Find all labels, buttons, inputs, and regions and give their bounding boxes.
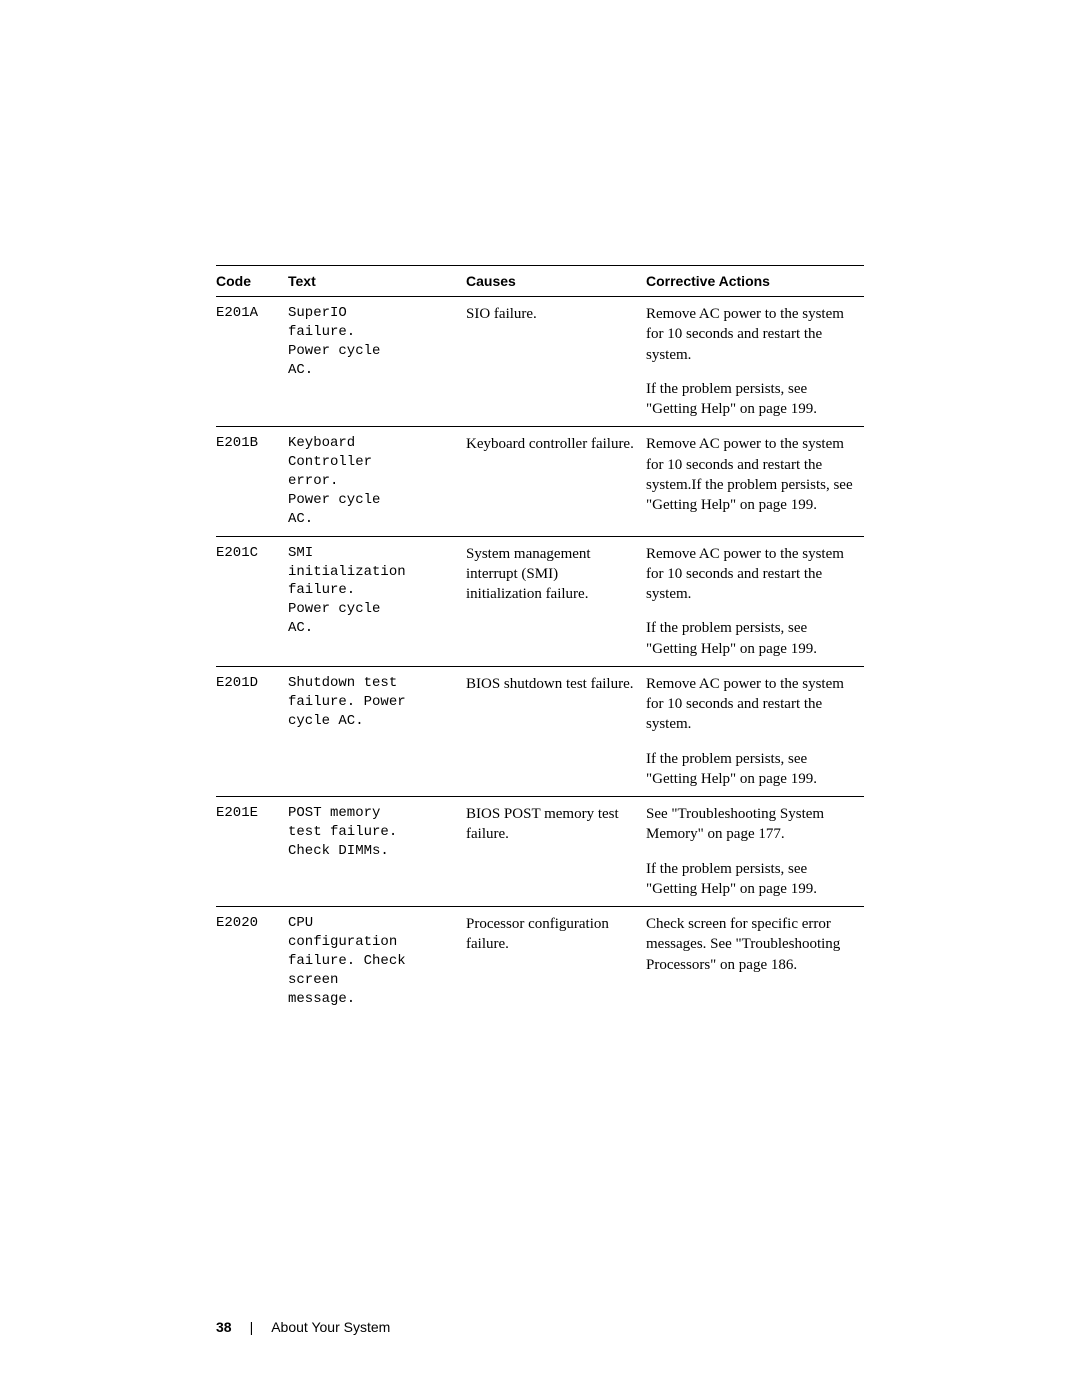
- table-row: E201DShutdown test failure. Power cycle …: [216, 666, 864, 741]
- action-cell: Remove AC power to the system for 10 sec…: [646, 666, 864, 741]
- text-cell: POST memory test failure. Check DIMMs.: [288, 797, 466, 907]
- table-row: E201ASuperIO failure. Power cycle AC.SIO…: [216, 297, 864, 372]
- header-text: Text: [288, 266, 466, 297]
- header-actions: Corrective Actions: [646, 266, 864, 297]
- footer-section: About Your System: [271, 1319, 390, 1335]
- code-cell: E201D: [216, 666, 288, 796]
- text-cell: CPU configuration failure. Check screen …: [288, 907, 466, 1016]
- causes-cell: Processor configuration failure.: [466, 907, 646, 1016]
- code-cell: E201C: [216, 536, 288, 666]
- causes-cell: BIOS shutdown test failure.: [466, 666, 646, 796]
- code-cell: E2020: [216, 907, 288, 1016]
- page-footer: 38 | About Your System: [216, 1319, 390, 1335]
- header-causes: Causes: [466, 266, 646, 297]
- code-cell: E201B: [216, 427, 288, 536]
- causes-cell: BIOS POST memory test failure.: [466, 797, 646, 907]
- text-cell: SMI initialization failure. Power cycle …: [288, 536, 466, 666]
- causes-cell: Keyboard controller failure.: [466, 427, 646, 536]
- action-cell: If the problem persists, see "Getting He…: [646, 611, 864, 666]
- table-row: E201CSMI initialization failure. Power c…: [216, 536, 864, 611]
- table-header-row: Code Text Causes Corrective Actions: [216, 266, 864, 297]
- page-content: Code Text Causes Corrective Actions E201…: [0, 0, 1080, 1016]
- error-code-table: Code Text Causes Corrective Actions E201…: [216, 265, 864, 1016]
- text-cell: Keyboard Controller error. Power cycle A…: [288, 427, 466, 536]
- table-row: E2020CPU configuration failure. Check sc…: [216, 907, 864, 1016]
- code-cell: E201A: [216, 297, 288, 427]
- text-cell: SuperIO failure. Power cycle AC.: [288, 297, 466, 427]
- page-number: 38: [216, 1319, 232, 1335]
- action-cell: If the problem persists, see "Getting He…: [646, 852, 864, 907]
- table-row: E201BKeyboard Controller error. Power cy…: [216, 427, 864, 536]
- action-cell: Check screen for specific error messages…: [646, 907, 864, 1016]
- causes-cell: System management interrupt (SMI) initia…: [466, 536, 646, 666]
- action-cell: If the problem persists, see "Getting He…: [646, 742, 864, 797]
- action-cell: Remove AC power to the system for 10 sec…: [646, 427, 864, 536]
- causes-cell: SIO failure.: [466, 297, 646, 427]
- footer-divider: |: [250, 1319, 254, 1335]
- header-code: Code: [216, 266, 288, 297]
- code-cell: E201E: [216, 797, 288, 907]
- text-cell: Shutdown test failure. Power cycle AC.: [288, 666, 466, 796]
- action-cell: Remove AC power to the system for 10 sec…: [646, 536, 864, 611]
- action-cell: Remove AC power to the system for 10 sec…: [646, 297, 864, 372]
- table-row: E201EPOST memory test failure. Check DIM…: [216, 797, 864, 852]
- table-body: E201ASuperIO failure. Power cycle AC.SIO…: [216, 297, 864, 1016]
- action-cell: See "Troubleshooting System Memory" on p…: [646, 797, 864, 852]
- action-cell: If the problem persists, see "Getting He…: [646, 372, 864, 427]
